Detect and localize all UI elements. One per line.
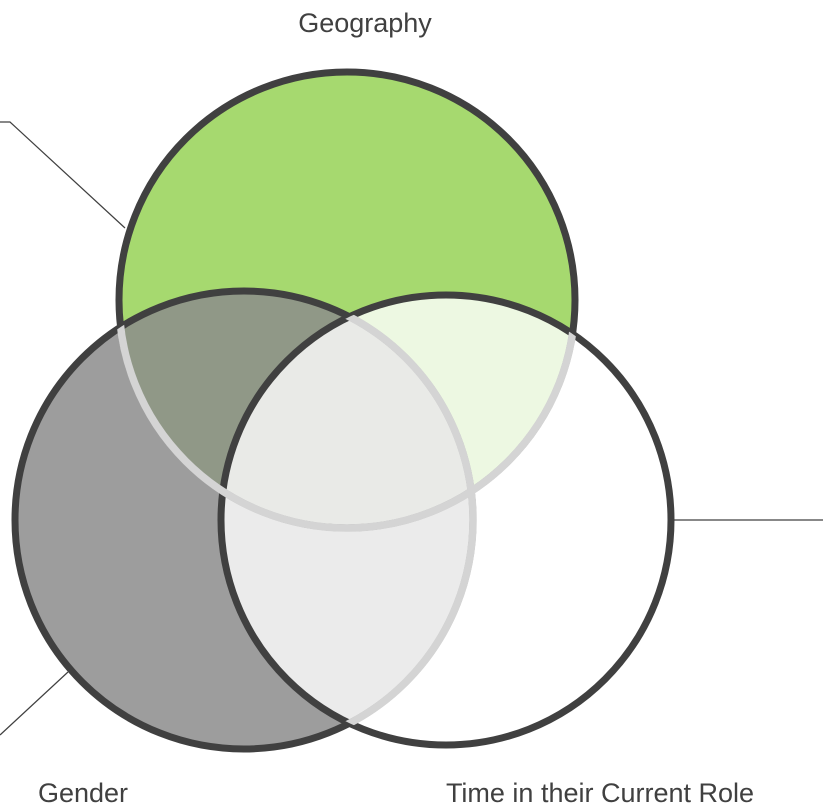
circle-time-in-role [221, 295, 671, 745]
leader-line [0, 121, 126, 229]
label-geography: Geography [298, 8, 432, 38]
leader-line [0, 671, 69, 736]
circle-outline [217, 291, 675, 749]
inner-arc [221, 295, 477, 745]
label-time-in-role: Time in their Current Role [446, 778, 754, 808]
label-gender: Gender [38, 778, 128, 808]
